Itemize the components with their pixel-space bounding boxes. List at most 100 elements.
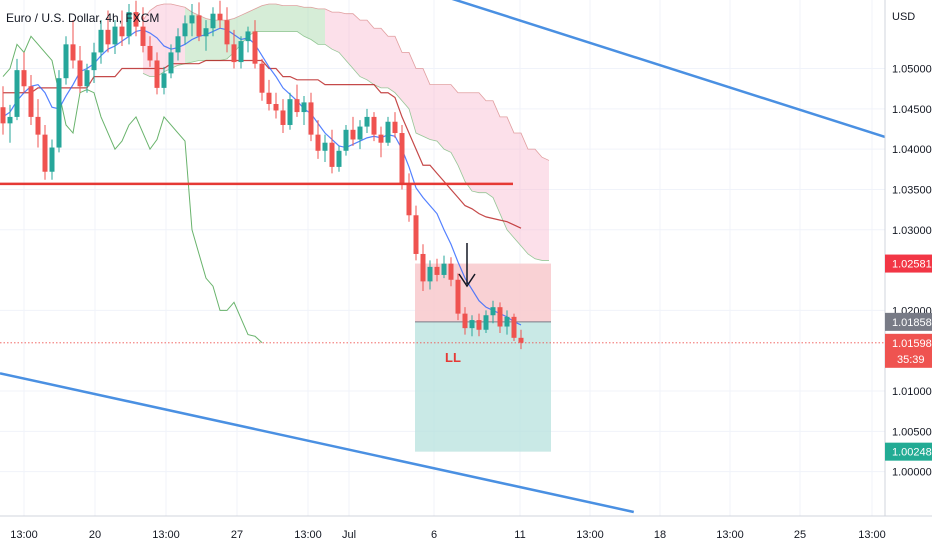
candle (7, 104, 13, 143)
candle (518, 329, 524, 350)
candle-body (357, 126, 363, 140)
candle-body (448, 263, 454, 280)
candle (84, 63, 90, 93)
price-axis[interactable]: USD 1.05000 1.04500 1.04000 1.03500 1.03000 1.… (884, 0, 932, 550)
candle (413, 205, 419, 261)
time-tick-label: 13:00 (576, 529, 604, 541)
candle (119, 10, 125, 46)
candle-body (294, 99, 300, 113)
candle (441, 255, 447, 279)
candle (210, 7, 216, 37)
time-axis[interactable]: 13:00 20 13:00 27 13:00 Jul 6 11 13:00 18 13:00 25 1… (0, 515, 932, 550)
candle (357, 120, 363, 150)
candle-body (91, 52, 97, 71)
candle (455, 273, 461, 321)
candle (49, 139, 55, 180)
stop-price-label: 1.00248 (892, 447, 932, 459)
cloud-segment-bull (185, 4, 325, 64)
candle (133, 0, 139, 37)
candle-body (245, 31, 251, 42)
price-tick-label: 1.05000 (892, 64, 932, 76)
candle-body (105, 29, 111, 45)
candle (196, 2, 202, 42)
candle (91, 42, 97, 84)
candle-body (511, 316, 517, 338)
candle-body (133, 12, 139, 27)
cloud-segment-bear-1 (143, 4, 185, 77)
candle (168, 44, 174, 79)
candle (175, 28, 181, 61)
candle (511, 313, 517, 342)
time-axis-bg (0, 516, 932, 550)
time-tick-label: 11 (514, 529, 525, 541)
candle-body (259, 63, 265, 93)
candle-body (35, 116, 41, 135)
candle-body (364, 116, 370, 127)
candle (126, 4, 132, 45)
candle (364, 108, 370, 134)
candle-body (413, 215, 419, 254)
annotation-ll: LL (445, 350, 461, 365)
price-tick-label: 1.04000 (892, 144, 932, 156)
candle-body (84, 70, 90, 87)
stop-zone (415, 321, 551, 452)
candle (42, 124, 48, 180)
candle-body (210, 13, 216, 29)
candle-body (399, 133, 405, 185)
time-tick-label: 25 (794, 529, 806, 541)
candle (147, 36, 153, 67)
candle (329, 129, 335, 174)
price-tick-label: 1.04500 (892, 104, 932, 116)
candle-body (119, 26, 125, 37)
candle-body (420, 253, 426, 282)
candle (462, 307, 468, 335)
time-tick-label: 18 (654, 529, 666, 541)
candle-body (406, 184, 412, 216)
candle-body (42, 134, 48, 172)
price-tick-label: 1.00500 (892, 426, 932, 438)
candle-body (147, 45, 153, 61)
time-tick-label: 27 (231, 529, 243, 541)
candle-body (385, 121, 391, 143)
candle (224, 7, 230, 53)
candle-body (28, 86, 34, 117)
candle (497, 302, 503, 333)
candle-body (518, 337, 524, 343)
candle (56, 70, 62, 153)
candle-body (336, 150, 342, 167)
candle (343, 124, 349, 156)
candle (203, 20, 209, 51)
candle-body (504, 316, 510, 327)
candle (77, 45, 83, 93)
candle-body (0, 107, 6, 124)
candle (378, 126, 384, 158)
candle (35, 99, 41, 148)
candle (70, 20, 76, 69)
candle-body (70, 44, 76, 61)
candle-body (434, 266, 440, 275)
candle-body (455, 279, 461, 314)
candle (266, 79, 272, 111)
time-tick-label: 13:00 (858, 529, 886, 541)
price-tick-label: 1.03000 (892, 225, 932, 237)
chikou-span (2, 35, 263, 344)
time-tick-label: 13:00 (152, 529, 180, 541)
candle-body (21, 70, 27, 87)
upper-channel-trendline (451, 0, 886, 139)
candle-body (175, 36, 181, 53)
candle-body (497, 307, 503, 327)
current-price-badge (885, 333, 932, 368)
candle (140, 7, 146, 53)
candle-body (301, 102, 307, 113)
candle-body (7, 116, 13, 124)
down-arrow-head (458, 273, 476, 288)
candle (434, 258, 440, 282)
candle (21, 52, 27, 93)
candle (98, 20, 104, 64)
lower-channel-trendline (0, 372, 635, 514)
candle-body (238, 41, 244, 63)
candle (301, 95, 307, 125)
time-tick-label: Jul (342, 529, 356, 541)
candle (252, 20, 258, 69)
